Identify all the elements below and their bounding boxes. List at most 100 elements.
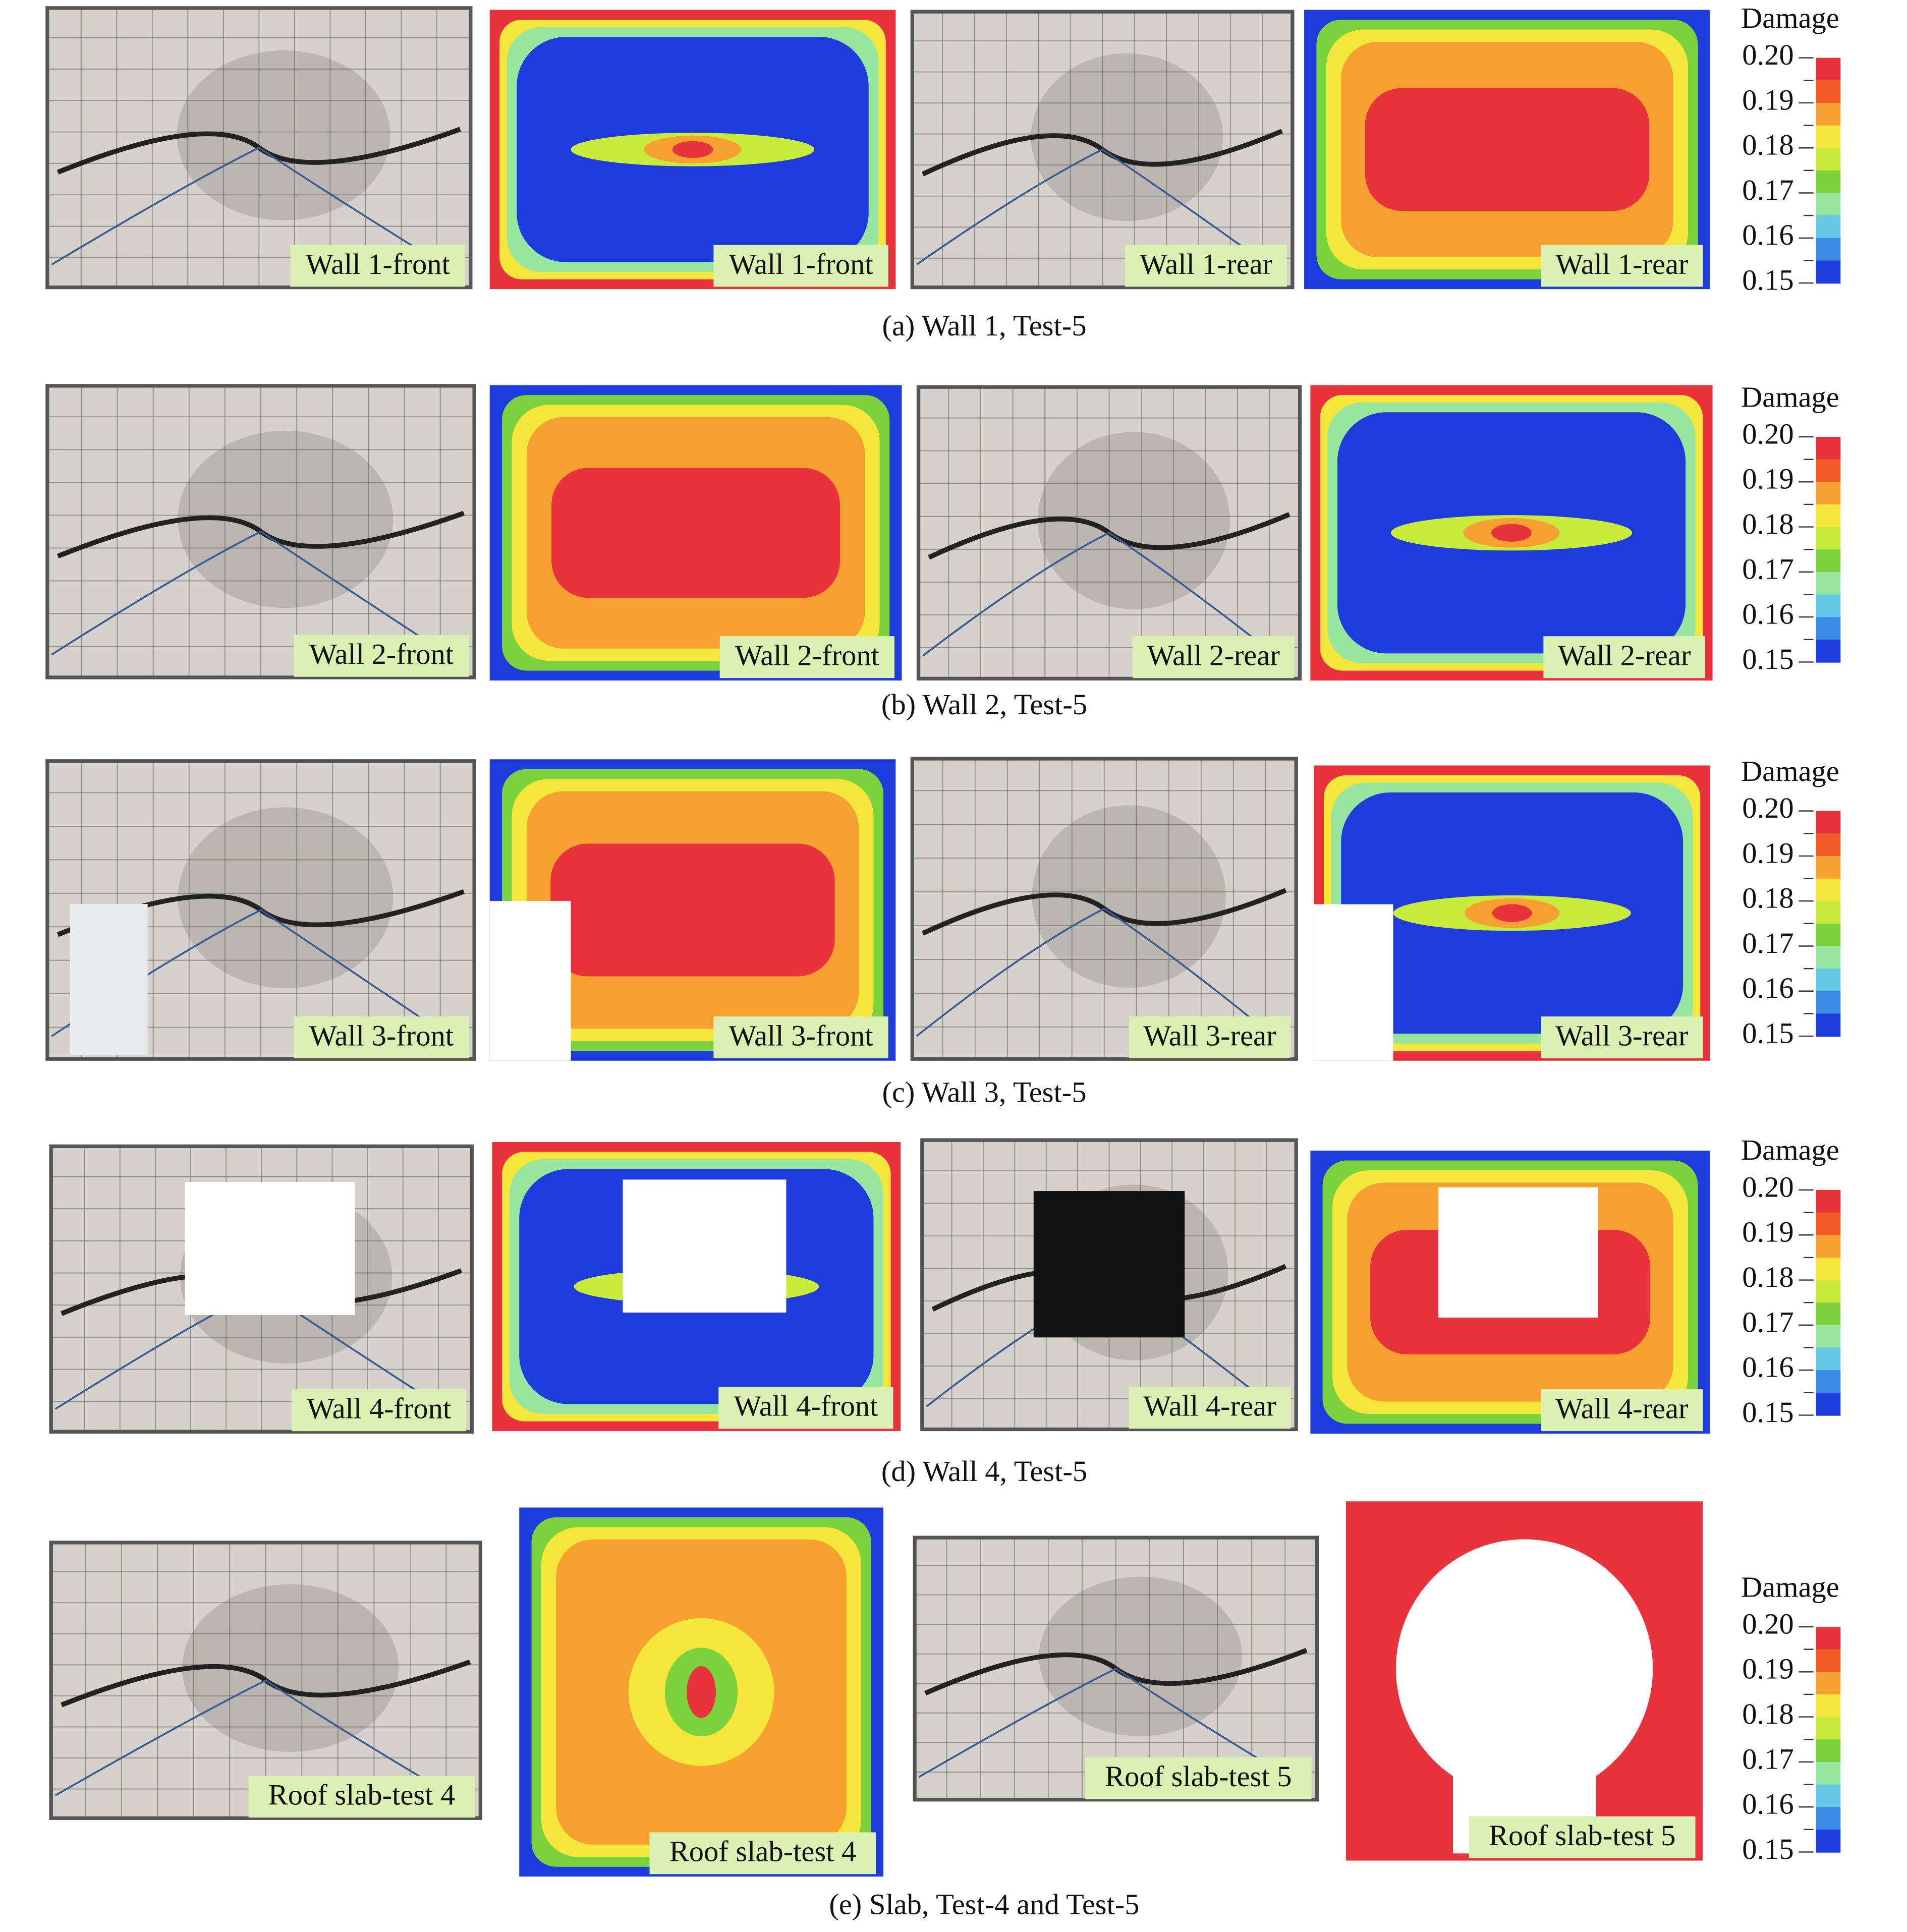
legend-tick-label: 0.15 <box>1742 1396 1793 1429</box>
colorbar-band <box>1816 856 1841 879</box>
panel-label: Wall 4-rear <box>1143 1390 1276 1423</box>
legend-tick-label: 0.19 <box>1742 1216 1793 1248</box>
colorbar-band <box>1816 1347 1841 1371</box>
panel-label: Roof slab-test 4 <box>268 1779 456 1811</box>
legend-title: Damage <box>1741 1133 1839 1166</box>
panel-image <box>920 1138 1298 1432</box>
panel-image <box>910 10 1295 290</box>
panel-label-bg <box>713 245 888 287</box>
legend-title: Damage <box>1741 380 1839 413</box>
panel-label: Roof slab-test 4 <box>669 1835 857 1868</box>
legend-title: Damage <box>1741 755 1839 787</box>
panel-label: Wall 2-front <box>735 639 879 672</box>
colorbar-band <box>1816 549 1841 573</box>
legend-tick-label: 0.19 <box>1742 83 1793 116</box>
legend-title: Damage <box>1741 2 1839 34</box>
legend-tick-label: 0.16 <box>1742 598 1793 631</box>
panel-label: Wall 2-rear <box>1147 639 1280 672</box>
colorbar-band <box>1816 1717 1841 1740</box>
colorbar-band <box>1816 878 1841 902</box>
legend-tick-label: 0.20 <box>1742 1607 1793 1640</box>
colorbar-band <box>1816 527 1841 550</box>
panel-image <box>1345 1501 1703 1861</box>
panel-label-bg <box>294 1016 469 1058</box>
panel-label: Wall 3-front <box>309 1019 454 1052</box>
colorbar-band <box>1816 148 1841 172</box>
panel-image <box>1304 10 1710 290</box>
colorbar-band <box>1816 1325 1841 1348</box>
panel-image <box>916 385 1302 681</box>
colorbar-band <box>1816 125 1841 149</box>
colorbar-band <box>1816 459 1841 483</box>
colorbar-band <box>1816 991 1841 1014</box>
colorbar-band <box>1816 1761 1841 1785</box>
panel-label: Wall 4-rear <box>1555 1392 1688 1425</box>
legend-tick-label: 0.18 <box>1742 507 1793 540</box>
legend-tick-label: 0.16 <box>1742 1788 1793 1821</box>
caption: (c) Wall 3, Test-5 <box>882 1076 1086 1109</box>
panel-label-bg <box>248 1776 475 1818</box>
colorbar-band <box>1816 1784 1841 1808</box>
colorbar-band <box>1816 1694 1841 1718</box>
legend-tick-label: 0.19 <box>1742 836 1793 869</box>
colorbar-band <box>1816 1013 1841 1037</box>
colorbar-band <box>1816 594 1841 618</box>
panel-label-bg <box>1132 636 1295 678</box>
panel-image <box>910 757 1298 1061</box>
legend-tick-label: 0.17 <box>1742 174 1793 206</box>
panel-label: Roof slab-test 5 <box>1489 1819 1676 1852</box>
colorbar-band <box>1816 1739 1841 1763</box>
panel-label: Wall 1-front <box>729 248 873 280</box>
panel-label-bg <box>1469 1816 1696 1858</box>
colorbar-band <box>1816 1392 1841 1416</box>
legend-tick-label: 0.20 <box>1742 417 1793 450</box>
legend-title: Damage <box>1741 1570 1839 1603</box>
panel-image <box>1314 765 1710 1061</box>
panel-label: Wall 1-front <box>306 248 450 280</box>
colorbar-band <box>1816 482 1841 505</box>
colorbar-band <box>1816 193 1841 216</box>
panel-label-bg <box>1085 1757 1312 1799</box>
colorbar-band <box>1816 1235 1841 1259</box>
colorbar-band <box>1816 215 1841 239</box>
colorbar-band <box>1816 639 1841 663</box>
legend-tick-label: 0.15 <box>1742 264 1793 297</box>
legend-tick-label: 0.20 <box>1742 791 1793 824</box>
panel-image <box>492 1142 901 1432</box>
colorbar-band <box>1816 572 1841 595</box>
panel-label-bg <box>1541 245 1703 287</box>
colorbar-band <box>1816 901 1841 925</box>
colorbar-band <box>1816 617 1841 641</box>
panel-label: Wall 2-front <box>309 638 454 670</box>
panel-image <box>489 385 902 681</box>
panel-label-bg <box>718 1387 893 1429</box>
colorbar-band <box>1816 1257 1841 1281</box>
legend-tick-label: 0.15 <box>1742 643 1793 675</box>
panel-label-bg <box>1129 1016 1291 1058</box>
colorbar-band <box>1816 1627 1841 1650</box>
legend-tick-label: 0.16 <box>1742 972 1793 1004</box>
panel-image <box>45 759 476 1061</box>
colorbar-band <box>1816 1370 1841 1393</box>
colorbar-band <box>1816 1672 1841 1695</box>
panel-image <box>1310 385 1713 681</box>
colorbar-band <box>1816 1212 1841 1236</box>
panel-label: Wall 3-rear <box>1143 1019 1276 1052</box>
legend-tick-label: 0.18 <box>1742 129 1793 161</box>
panel-label: Wall 3-front <box>729 1019 873 1052</box>
legend-tick-label: 0.16 <box>1742 218 1793 251</box>
colorbar-band <box>1816 170 1841 194</box>
panel-label-bg <box>290 245 465 287</box>
panel-label-bg <box>1541 1389 1703 1432</box>
caption: (b) Wall 2, Test-5 <box>881 688 1087 721</box>
caption: (d) Wall 4, Test-5 <box>881 1455 1087 1488</box>
colorbar-band <box>1816 1829 1841 1853</box>
legend-tick-label: 0.16 <box>1742 1351 1793 1384</box>
panel-label: Wall 4-front <box>307 1392 451 1425</box>
colorbar-band <box>1816 1807 1841 1831</box>
panel-label: Wall 3-rear <box>1555 1019 1688 1052</box>
colorbar-band <box>1816 102 1841 126</box>
legend-tick-label: 0.19 <box>1742 463 1793 495</box>
panel-image <box>489 759 896 1061</box>
